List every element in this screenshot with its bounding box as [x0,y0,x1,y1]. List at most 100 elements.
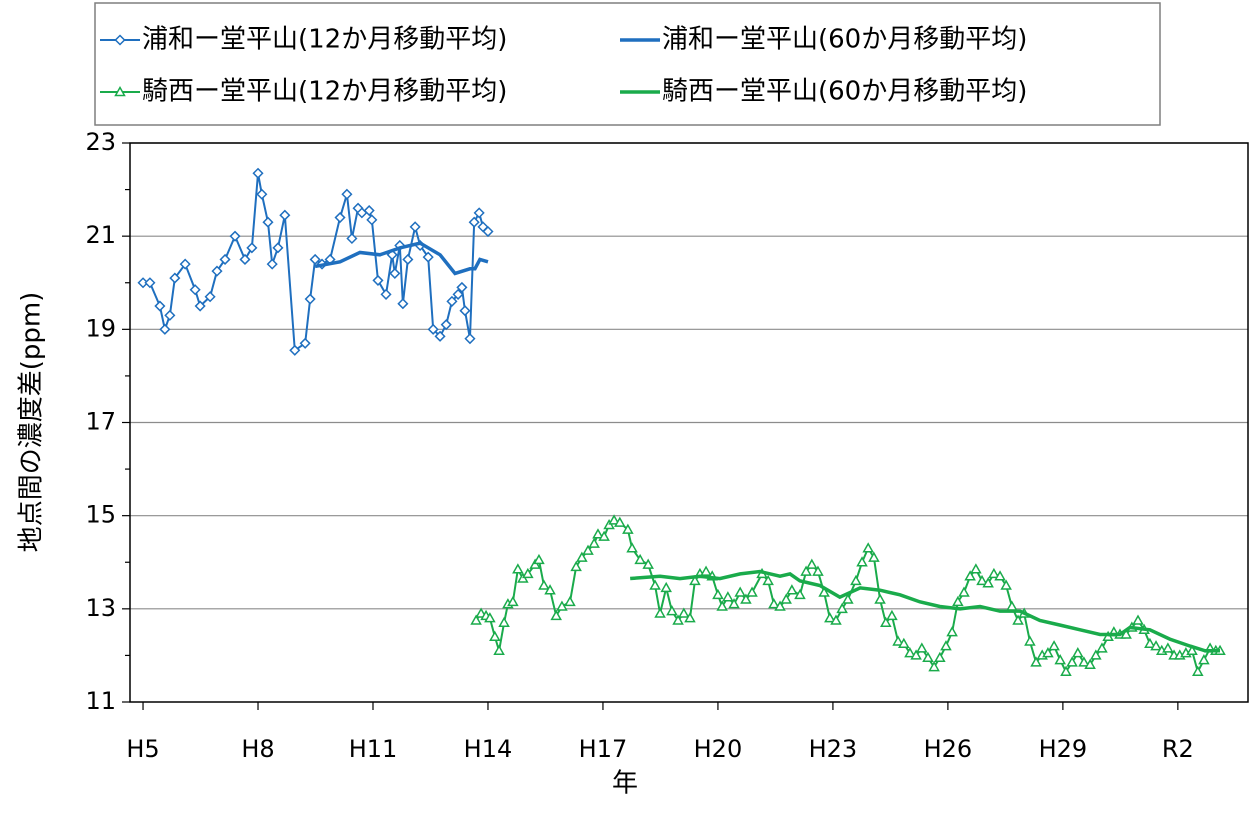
marker [380,288,392,300]
marker [898,637,910,649]
x-tick-label: H8 [241,735,274,763]
marker [550,609,562,621]
marker [1120,628,1132,639]
marker [598,530,610,541]
marker [279,209,291,221]
x-tick-label: H5 [126,735,159,763]
marker [456,281,468,293]
marker [582,544,594,555]
marker [762,574,774,586]
marker [366,214,378,226]
y-tick-label: 13 [85,594,116,622]
x-tick-label: H14 [464,735,513,763]
x-tick-label: R2 [1162,735,1194,763]
marker [928,661,940,672]
marker [1000,579,1012,590]
marker [169,272,181,284]
marker [850,574,862,586]
marker [916,642,928,653]
y-axis-title: 地点間の濃度差(ppm) [17,292,47,553]
marker [570,560,582,572]
marker [522,567,534,579]
marker [402,253,414,266]
marker [988,567,1000,579]
marker [824,612,836,623]
marker [910,649,922,660]
marker [614,516,626,527]
marker [538,579,550,590]
marker [211,265,223,277]
marker [842,593,854,604]
marker [219,253,231,266]
marker [666,605,678,616]
x-tick-label: H23 [809,735,858,763]
marker [309,253,321,266]
marker [1090,649,1102,660]
marker [716,600,728,611]
marker [982,577,994,588]
marker [489,630,501,642]
legend-label: 騎西ー堂平山(12か月移動平均) [142,77,507,107]
marker [266,258,278,270]
marker [229,230,241,242]
marker [289,344,301,356]
marker [493,644,505,656]
marker [204,291,216,303]
marker [498,616,510,628]
marker [1030,656,1042,667]
marker [1066,656,1078,667]
marker [728,598,740,609]
marker [556,600,568,611]
marker [1192,665,1204,676]
marker [1012,614,1024,625]
marker [904,647,916,658]
marker [459,305,471,317]
x-tick-label: H26 [924,735,973,763]
marker [159,323,171,335]
marker [512,563,524,574]
marker [422,251,434,263]
y-tick-label: 21 [85,221,116,249]
legend-label: 騎西ー堂平山(60か月移動平均) [662,77,1027,107]
series-line [630,569,1221,653]
marker [446,295,458,307]
marker [654,607,666,618]
marker [1198,654,1210,665]
marker [649,579,661,590]
y-tick-label: 19 [85,314,116,342]
marker [689,574,701,586]
marker [189,284,201,296]
marker [1162,642,1174,653]
marker [880,616,892,628]
marker [114,34,126,46]
marker [592,528,604,539]
marker [712,588,724,600]
marker [1084,658,1096,669]
marker [1144,637,1156,649]
marker [588,537,600,548]
plot-frame [129,142,1249,703]
marker [346,232,358,245]
marker [794,588,806,600]
marker [958,586,970,597]
marker [812,565,824,576]
marker [626,542,638,553]
y-tick-label: 23 [85,128,116,156]
marker [544,584,556,595]
y-tick-label: 15 [85,501,116,529]
marker [672,614,684,625]
marker [341,188,353,200]
marker [622,523,634,534]
marker [1048,640,1060,651]
marker [700,565,712,576]
marker [830,614,842,625]
marker [452,288,464,300]
marker [564,595,576,607]
marker [144,277,156,289]
marker [484,612,496,623]
marker [304,293,316,305]
marker [1150,640,1162,651]
marker [886,609,898,621]
marker [660,581,672,593]
marker [634,553,646,565]
